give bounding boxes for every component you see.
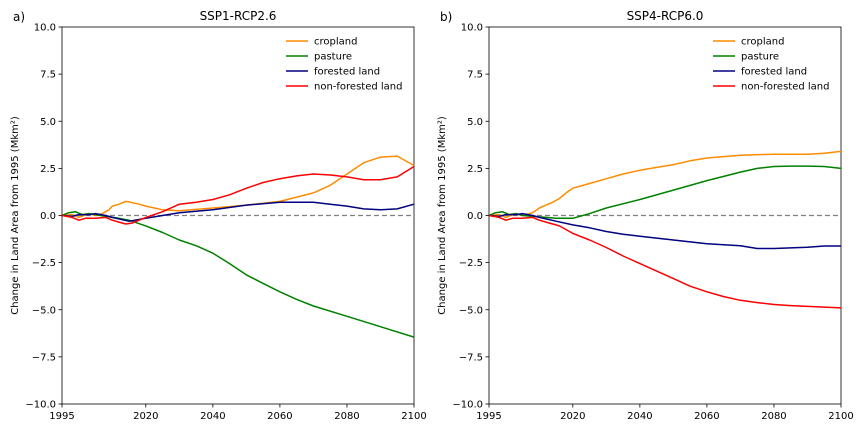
y-tick-label: −5.0 [32, 305, 56, 316]
x-tick-label: 2100 [401, 411, 426, 422]
legend-label: non-forested land [314, 82, 403, 93]
legend-label: cropland [314, 37, 357, 48]
x-tick-label: 1995 [476, 411, 501, 422]
y-tick-label: 7.5 [40, 70, 56, 81]
y-tick-label: −10.0 [25, 400, 56, 411]
y-tick-label: −10.0 [452, 400, 483, 411]
panel-title: SSP1-RCP2.6 [200, 9, 277, 23]
y-axis-title: Change in Land Area from 1995 (Mkm²) [437, 116, 448, 315]
series-line-forested-land [61, 201, 415, 222]
legend-label: forested land [314, 67, 380, 78]
legend-label: cropland [741, 37, 784, 48]
x-tick-label: 2040 [200, 411, 225, 422]
x-tick-label: 1995 [49, 411, 74, 422]
legend-label: non-forested land [741, 82, 830, 93]
x-tick-label: 2060 [694, 411, 719, 422]
y-tick-label: −5.0 [459, 305, 483, 316]
y-tick-label: 2.5 [467, 164, 483, 175]
y-axis-title: Change in Land Area from 1995 (Mkm²) [10, 116, 21, 315]
legend: cropland pasture forested land non-forested… [713, 37, 830, 93]
y-tick-label: 10.0 [34, 23, 56, 34]
y-tick-label: 5.0 [467, 117, 483, 128]
x-tick-label: 2100 [828, 411, 853, 422]
chart-panel-a: 1995 2020 2040 2060 2080 2100 −10.0 −7.5 −5.0 −2.… [10, 9, 427, 422]
series-line-non-forested-land [488, 214, 842, 309]
y-tick-label: 5.0 [40, 117, 56, 128]
y-tick-label: 7.5 [467, 70, 483, 81]
x-tick-label: 2080 [334, 411, 359, 422]
x-tick-label: 2040 [627, 411, 652, 422]
y-tick-label: −2.5 [459, 258, 483, 269]
legend-label: pasture [314, 52, 352, 63]
series-line-forested-land [488, 212, 841, 250]
x-tick-label: 2020 [560, 411, 585, 422]
chart-panel-b: 1995 2020 2040 2060 2080 2100 −10.0 −7.5 −5.0 −2.… [437, 9, 854, 422]
panel-title: SSP4-RCP6.0 [627, 9, 704, 23]
x-tick-label: 2080 [761, 411, 786, 422]
y-tick-label: 10.0 [461, 23, 483, 34]
legend-label: forested land [741, 67, 807, 78]
x-tick-label: 2020 [133, 411, 158, 422]
y-tick-label: −7.5 [459, 352, 483, 363]
y-tick-label: −2.5 [32, 258, 56, 269]
x-tick-label: 2060 [267, 411, 292, 422]
y-tick-label: 2.5 [40, 164, 56, 175]
legend-label: pasture [741, 52, 779, 63]
series-line-non-forested-land [61, 165, 415, 225]
y-tick-label: 0.0 [40, 211, 56, 222]
legend: cropland pasture forested land non-forested… [286, 37, 403, 93]
y-tick-label: −7.5 [32, 352, 56, 363]
y-tick-label: 0.0 [467, 211, 483, 222]
panel-label: b) [440, 10, 452, 24]
panel-label: a) [13, 10, 25, 24]
